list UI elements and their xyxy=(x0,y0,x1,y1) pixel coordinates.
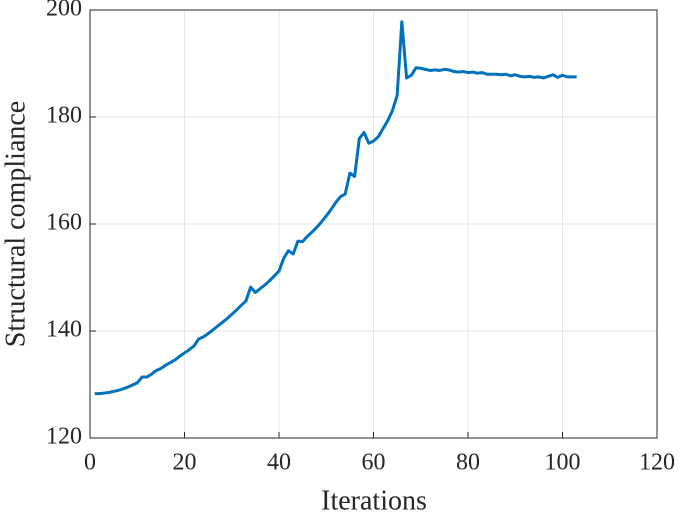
y-axis-label: Structural compliance xyxy=(0,101,31,347)
plot-frame xyxy=(89,9,658,439)
data-line xyxy=(94,20,577,396)
y-tick-label: 180 xyxy=(46,103,82,129)
x-tick-label: 0 xyxy=(84,450,96,476)
x-tick-label: 60 xyxy=(362,450,386,476)
y-tick-label: 160 xyxy=(46,210,82,236)
y-tick-label: 120 xyxy=(46,424,82,450)
y-tick-label: 140 xyxy=(46,317,82,343)
x-axis-label: Iterations xyxy=(321,485,427,516)
x-tick-label: 100 xyxy=(545,450,581,476)
y-tick-label: 200 xyxy=(46,0,82,22)
x-tick-label: 40 xyxy=(267,450,291,476)
x-tick-label: 80 xyxy=(456,450,480,476)
x-tick-label: 20 xyxy=(173,450,197,476)
x-tick-label: 120 xyxy=(639,450,675,476)
